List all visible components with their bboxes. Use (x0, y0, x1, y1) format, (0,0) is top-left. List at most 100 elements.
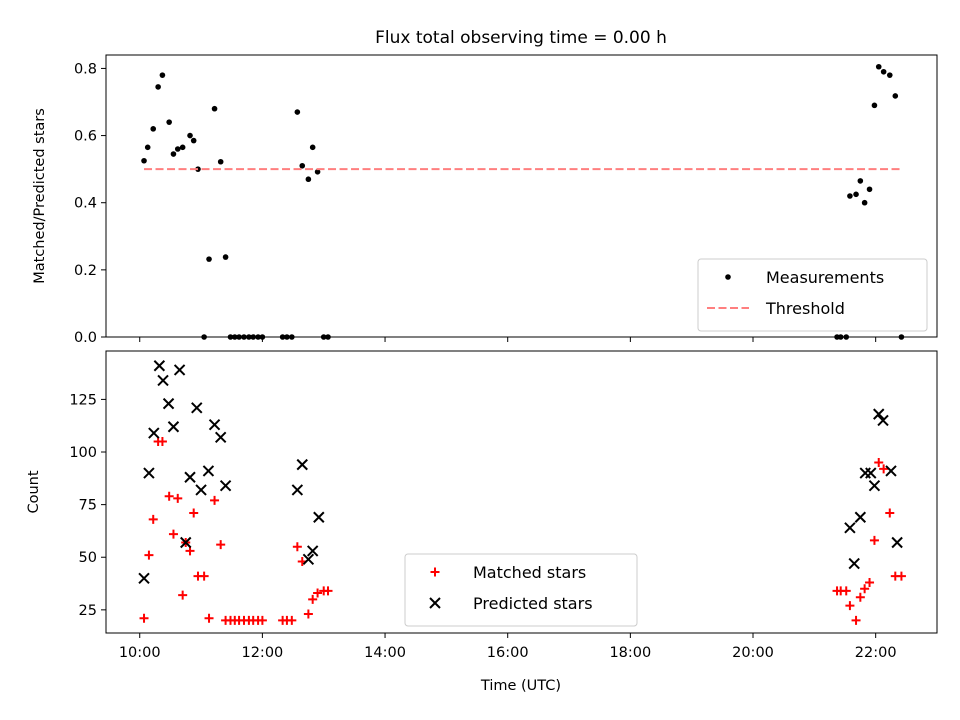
measurement-point (880, 68, 887, 75)
legend-box (697, 258, 928, 332)
x-tick-label: 18:00 (609, 645, 651, 661)
matched-star-point (157, 436, 167, 446)
matched-star-point (139, 613, 149, 623)
y-tick-label: 0.6 (74, 129, 97, 145)
legend-label: Threshold (765, 299, 845, 318)
predicted-star-point (202, 465, 215, 477)
legend-label: Predicted stars (473, 594, 593, 613)
predicted-star-point (219, 479, 232, 492)
measurement-point (886, 72, 893, 78)
matched-star-point (845, 601, 855, 611)
measurement-point (305, 176, 312, 183)
legend: Measurements Threshold (697, 258, 928, 332)
predicted-star-point (184, 471, 196, 483)
x-tick-label: 20:00 (732, 645, 774, 661)
predicted-star-point (868, 479, 881, 492)
predicted-star-point (167, 421, 180, 433)
y-tick-label: 0.8 (74, 61, 97, 77)
predicted-star-point (157, 374, 169, 387)
matched-star-point (874, 458, 884, 468)
matched-star-point (257, 615, 267, 625)
matched-star-point (308, 594, 318, 604)
legend-label: Matched stars (473, 563, 586, 582)
measurement-point (314, 169, 321, 175)
matched-star-point (323, 586, 333, 596)
matched-star-point (865, 577, 875, 587)
legend-marker (430, 567, 440, 577)
matched-star-point (855, 592, 865, 602)
y-tick-label: 25 (79, 603, 97, 619)
predicted-star-point (891, 536, 903, 549)
y-tick-label: 125 (69, 392, 97, 408)
matched-star-point (841, 586, 851, 596)
predicted-star-point (848, 557, 860, 570)
x-tick-label: 16:00 (487, 645, 529, 661)
y-axis-label: Count (26, 470, 42, 513)
chart-title: Flux total observing time = 0.00 h (375, 28, 667, 48)
predicted-star-point (153, 360, 166, 372)
top-panel: 0.0 0.2 0.4 0.6 0.8 Matched/Predicted stars Me… (32, 54, 938, 346)
legend-marker (725, 274, 731, 280)
measurement-point (150, 126, 157, 132)
matched-star-point (860, 584, 870, 594)
x-axis-label: Time (UTC) (480, 678, 561, 694)
legend-box (404, 553, 638, 627)
y-tick-label: 0.4 (74, 196, 97, 212)
matched-star-point (148, 514, 158, 524)
predicted-star-point (877, 414, 889, 427)
measurement-point (141, 157, 147, 164)
matched-star-point (896, 571, 906, 581)
measurement-point (871, 102, 878, 109)
matched-star-point (178, 590, 188, 600)
measurement-point (853, 191, 859, 198)
legend-marker (429, 597, 441, 609)
x-tick-label: 12:00 (241, 645, 283, 661)
measurement-point (299, 162, 306, 169)
matched-star-point (869, 535, 879, 545)
matched-star-point (885, 508, 895, 518)
matched-star-point (204, 613, 214, 623)
predicted-star-point (844, 522, 856, 534)
y-tick-label: 0.0 (74, 330, 97, 346)
matched-star-point (189, 508, 199, 518)
matched-star-point (173, 493, 183, 503)
y-tick-label: 50 (79, 550, 97, 566)
matched-star-point (879, 464, 889, 474)
measurement-point (179, 144, 186, 151)
measurement-point (166, 119, 172, 125)
predicted-star-point (313, 511, 325, 523)
measurement-point (159, 72, 166, 78)
matched-star-point (851, 615, 861, 625)
predicted-star-point (291, 484, 304, 496)
axes-frame (105, 350, 938, 634)
predicted-star-point (302, 553, 315, 566)
bottom-panel: 25 50 75 100 125 10:00 12:00 14:00 16:00 18:00 20:… (26, 350, 938, 661)
predicted-star-point (173, 364, 186, 376)
matched-star-point (287, 615, 297, 625)
measurement-point (170, 151, 177, 157)
measurement-point (294, 109, 301, 115)
predicted-star-point (148, 427, 160, 439)
measurement-point (847, 193, 853, 199)
measurement-point (222, 254, 229, 260)
y-axis-label: Matched/Predicted stars (32, 108, 48, 284)
predicted-star-point (854, 511, 867, 523)
predicted-star-point (162, 397, 175, 410)
measurement-point (190, 137, 197, 144)
predicted-star-point (865, 467, 877, 479)
predicted-star-point (138, 572, 150, 584)
measurement-point (892, 93, 899, 99)
matched-star-point (303, 609, 313, 619)
measurement-point (866, 186, 873, 193)
measurement-point (211, 105, 218, 112)
predicted-star-point (885, 465, 897, 477)
predicted-star-point (214, 431, 227, 443)
matched-star-point (164, 491, 174, 501)
measurement-point (155, 84, 161, 90)
predicted-star-point (306, 545, 319, 557)
legend: Matched stars Predicted stars (404, 553, 638, 627)
measurement-point (217, 158, 224, 165)
measurement-point (144, 144, 151, 151)
measurement-point (875, 63, 882, 70)
